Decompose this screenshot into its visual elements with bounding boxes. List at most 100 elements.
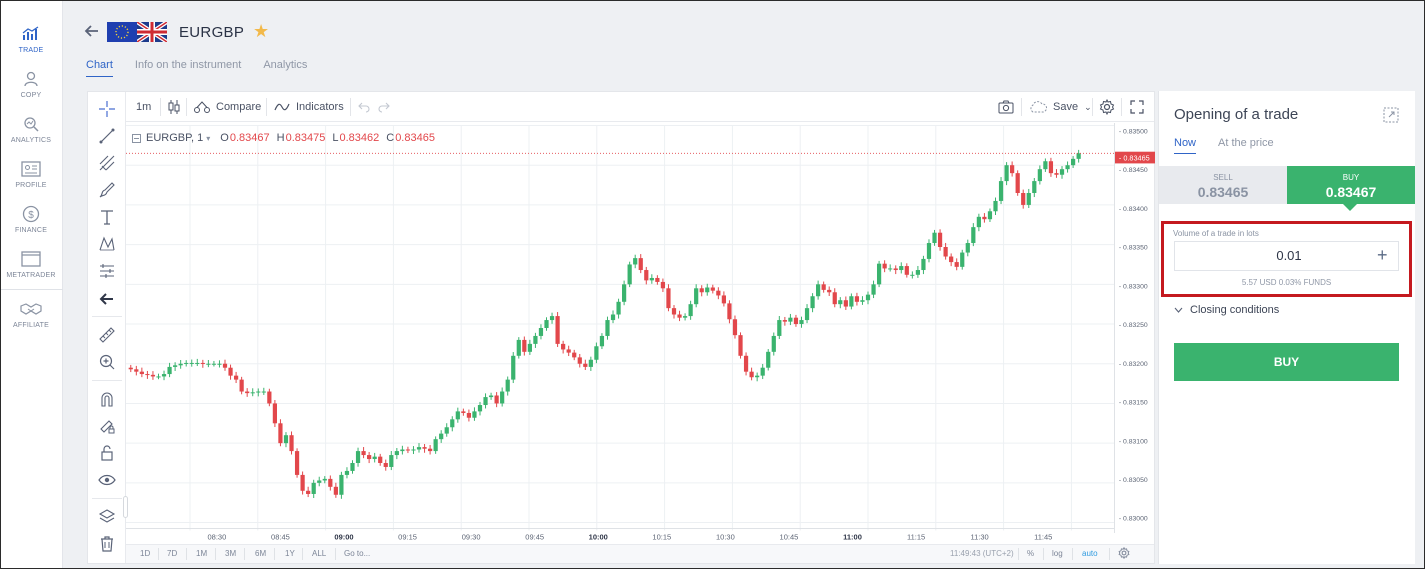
range-all[interactable]: ALL [312,549,327,558]
redo-icon[interactable] [378,99,390,115]
candle-body [1048,161,1054,174]
ruler-tool-icon[interactable] [96,324,118,346]
log-scale-toggle[interactable]: log [1052,549,1063,558]
crosshair-tool-icon[interactable] [96,98,118,120]
candle-body [799,320,804,325]
nav-label: TRADE [18,47,44,54]
tab-at-price[interactable]: At the price [1218,137,1274,149]
collapse-legend-icon[interactable] [132,133,141,143]
candle-body [727,303,732,320]
candle-body [455,411,460,420]
settings-gear-icon[interactable] [1099,99,1115,115]
back-arrow-tool-icon[interactable] [96,288,118,310]
candle-body [577,357,582,364]
undo-icon[interactable] [358,99,370,115]
instrument-symbol: EURGBP [179,24,245,41]
candle-body [622,284,627,302]
range-1m[interactable]: 1M [196,549,208,558]
sell-price-button[interactable]: SELL 0.83465 [1159,166,1287,204]
lock-drawings-icon[interactable] [96,415,118,437]
x-tick-label: 11:45 [1034,532,1052,541]
magnet-icon[interactable] [96,388,118,410]
back-arrow-icon[interactable] [84,23,100,39]
chevron-down-icon[interactable]: ▾ [206,133,211,143]
range-1y[interactable]: 1Y [285,549,295,558]
interval-button[interactable]: 1m [136,101,152,113]
y-tick-label: - 0.83000 [1119,516,1148,523]
candle-body [461,411,466,413]
toolbar-divider [266,98,267,116]
layers-icon[interactable] [96,506,118,528]
zoom-in-icon[interactable] [96,351,118,373]
candle-body [283,435,289,444]
range-7d[interactable]: 7D [167,549,178,558]
eye-icon[interactable] [96,469,118,491]
axis-settings-gear-icon[interactable] [1118,546,1130,561]
nav-item-analytics[interactable]: ANALYTICS [1,113,61,157]
unlock-icon[interactable] [96,442,118,464]
volume-value[interactable]: 0.01 [1276,248,1302,263]
pitchfork-tool-icon[interactable] [96,152,118,174]
fullscreen-icon[interactable] [1130,99,1144,115]
tab-analytics[interactable]: Analytics [263,59,308,71]
panel-resize-handle[interactable] [123,496,128,518]
price-chart[interactable] [126,123,1114,533]
compare-button[interactable]: Compare [193,99,261,115]
range-3m[interactable]: 3M [225,549,237,558]
copy-user-icon [20,68,42,90]
open-value: 0.83467 [229,132,270,144]
trade-chart-icon [20,23,42,45]
range-1d[interactable]: 1D [140,549,151,558]
trash-icon[interactable] [96,533,118,555]
candle-body [189,362,194,364]
text-tool-icon[interactable] [96,206,118,228]
indicators-button[interactable]: Indicators [274,99,344,115]
candle-body [500,391,505,404]
buy-button[interactable]: BUY [1174,343,1399,381]
tab-now[interactable]: Now [1174,137,1197,154]
trendline-tool-icon[interactable] [96,125,118,147]
candle-body [527,343,532,352]
favorite-star-icon[interactable]: ★ [253,21,270,41]
candle-body [405,449,411,451]
screenshot-camera-icon[interactable] [998,99,1014,115]
y-tick-label: - 0.83250 [1119,322,1148,329]
candle-body [278,423,283,444]
volume-input[interactable] [1174,241,1399,271]
price-axis[interactable]: - 0.83500 - 0.83450 - 0.83400 - 0.83350 - 0.… [1114,123,1155,533]
nav-item-finance[interactable]: $ FINANCE [1,203,61,247]
plus-icon[interactable]: + [1377,245,1388,265]
profile-card-icon [20,158,42,180]
close-key: C [386,132,395,144]
x-tick-label: 10:15 [652,532,671,541]
time-axis[interactable]: 08:30 08:45 09:00 09:15 09:30 09:45 10:00 10:15… [126,528,1114,544]
nav-item-copy[interactable]: COPY [1,68,61,112]
nav-item-profile[interactable]: PROFILE [1,158,61,202]
toolbar-divider [92,316,122,317]
candle-body [311,482,316,494]
candle-type-icon[interactable] [167,99,181,115]
closing-conditions-toggle[interactable]: Closing conditions [1174,304,1279,316]
tab-chart[interactable]: Chart [86,59,113,77]
candle-body [660,281,666,289]
buy-price-button[interactable]: BUY 0.83467 [1287,166,1415,204]
candle-body [998,181,1004,201]
candle-body [588,359,593,367]
nav-item-affiliate[interactable]: AFFILIATE [1,298,61,342]
candle-body [161,374,167,377]
save-button[interactable]: Save ⌄ [1028,99,1092,115]
range-6m[interactable]: 6M [255,549,267,558]
brush-tool-icon[interactable] [96,179,118,201]
expand-icon[interactable] [1383,107,1399,123]
pattern-tool-icon[interactable] [96,233,118,255]
candle-body [156,376,161,378]
tab-info[interactable]: Info on the instrument [134,59,242,71]
goto-date-button[interactable]: Go to... [344,549,371,558]
candle-body [549,316,555,321]
nav-item-trade[interactable]: TRADE [1,23,61,67]
candle-body [372,456,377,460]
nav-item-metatrader[interactable]: METATRADER [1,248,61,292]
auto-scale-toggle[interactable]: auto [1082,549,1098,558]
measure-tool-icon[interactable] [96,260,118,282]
percent-scale-toggle[interactable]: % [1027,549,1035,558]
